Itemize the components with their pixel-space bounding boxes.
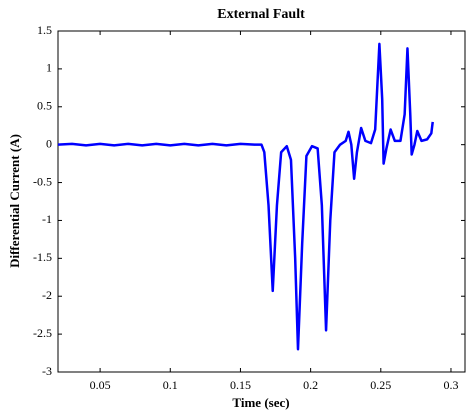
y-tick-label: -2.5 [33,326,52,340]
y-tick-label: 1 [46,61,52,75]
x-tick-label: 0.05 [90,378,111,392]
plot-frame [57,30,466,373]
x-tick-label: 0.15 [230,378,251,392]
x-tick-label: 0.2 [303,378,318,392]
y-tick-label: 0.5 [37,99,52,113]
y-tick-label: -1 [42,212,52,226]
data-line [57,42,434,351]
x-tick-label: 0.3 [443,378,458,392]
y-tick-label: -1.5 [33,250,52,264]
y-tick-label: 0 [46,136,52,150]
y-tick-label: -0.5 [33,174,52,188]
y-tick-label: 1.5 [37,23,52,37]
x-tick-label: 0.25 [370,378,391,392]
y-tick-label: -3 [42,364,52,378]
x-tick-label: 0.1 [163,378,178,392]
y-tick-label: -2 [42,288,52,302]
y-axis-label: Differential Current (A) [7,134,22,268]
x-axis-label: Time (sec) [232,395,289,410]
chart-title: External Fault [217,7,305,22]
